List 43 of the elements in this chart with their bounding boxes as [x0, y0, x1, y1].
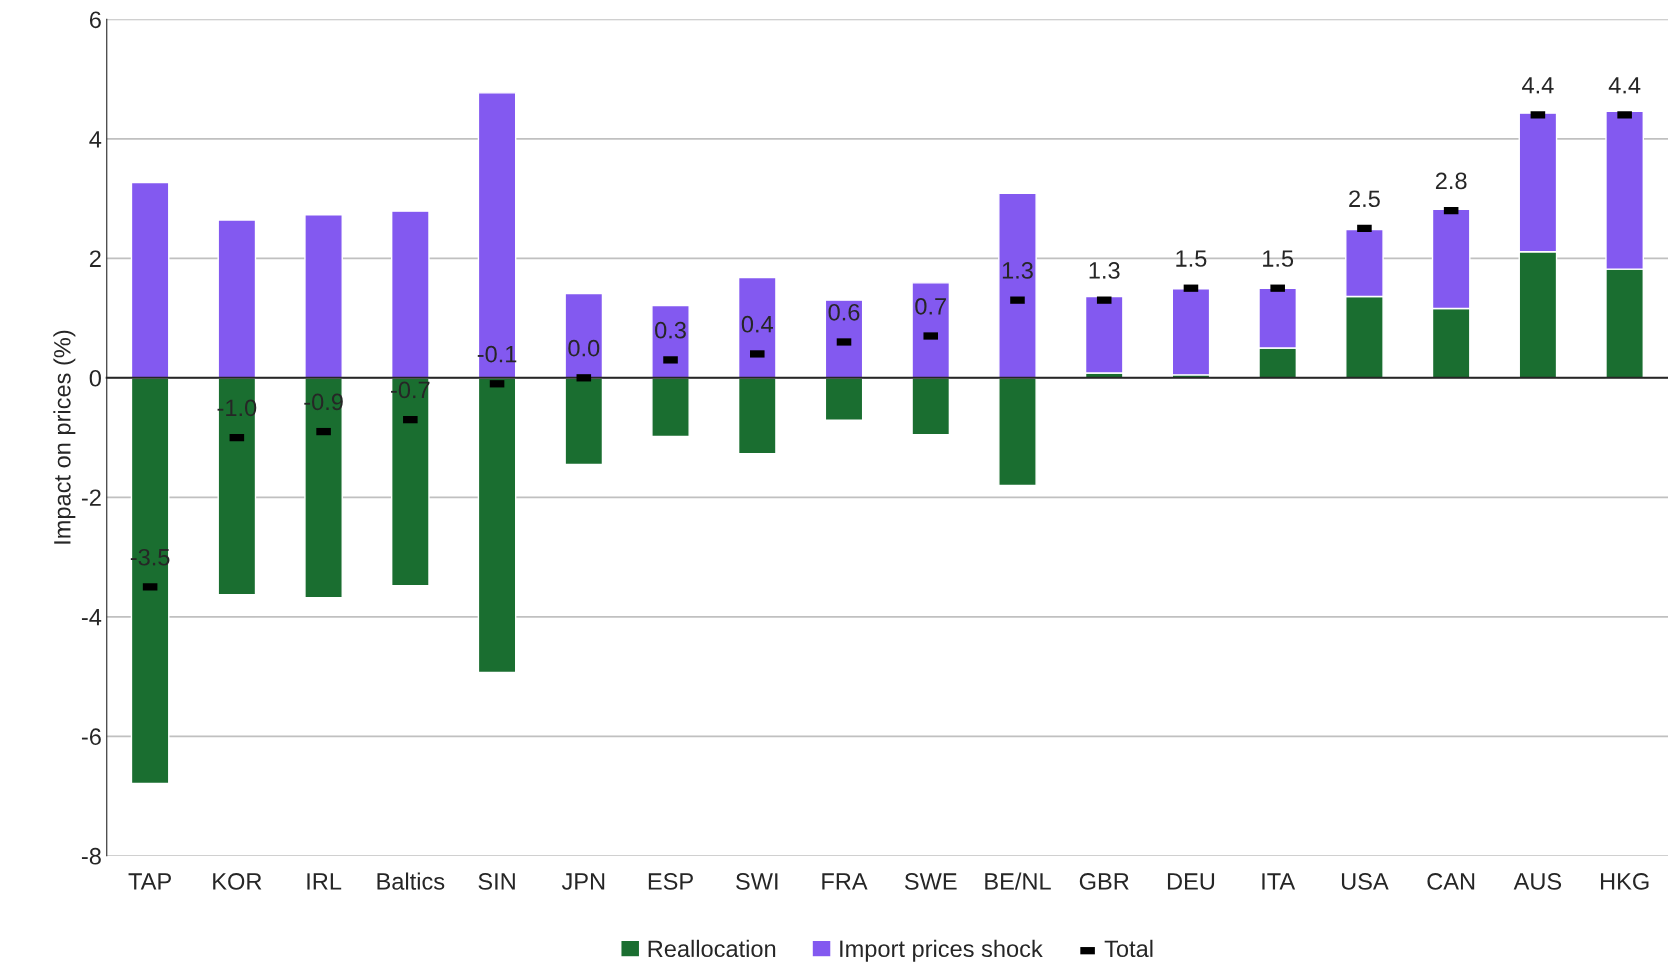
x-tick-label: HKG: [1600, 873, 1649, 890]
legend-label: Reallocation: [648, 939, 776, 958]
x-tick-label: CAN: [1427, 873, 1475, 890]
x-tick-label: IRL: [307, 873, 342, 890]
y-tick-label: 0: [89, 369, 101, 387]
x-tick-label: SWE: [904, 873, 957, 890]
y-tick-label: -8: [81, 847, 101, 865]
x-tick-label: DEU: [1167, 873, 1215, 890]
x-tick-label: KOR: [213, 873, 262, 890]
x-tick-label: Baltics: [377, 872, 445, 890]
x-tick-label: SIN: [478, 873, 515, 890]
data-label: 1.3: [1002, 262, 1033, 279]
data-label: 4.4: [1608, 77, 1641, 94]
x-tick-label: USA: [1341, 873, 1389, 890]
x-tick-label: BE/NL: [985, 872, 1051, 890]
y-tick-label: -4: [81, 609, 102, 626]
x-tick-label: TAP: [128, 873, 171, 890]
data-label: 2.8: [1435, 172, 1467, 190]
x-tick-label: FRA: [822, 873, 868, 890]
data-label: 0.6: [828, 303, 860, 321]
data-label: 1.5: [1176, 250, 1207, 267]
data-label: 0.0: [568, 339, 600, 357]
data-label: 1.3: [1089, 262, 1120, 279]
x-tick-label: ITA: [1262, 873, 1296, 890]
data-label: 4.4: [1522, 77, 1554, 94]
y-tick-label: 4: [89, 131, 102, 148]
y-tick-label: -6: [81, 728, 101, 746]
legend-label: Import prices shock: [840, 939, 1043, 962]
legend-label: Total: [1104, 939, 1153, 958]
data-label: 1.5: [1263, 250, 1294, 267]
data-label: 2.5: [1349, 190, 1380, 208]
x-tick-label: SWI: [736, 873, 778, 890]
data-label: 0.7: [915, 297, 946, 315]
x-tick-label: ESP: [648, 873, 693, 890]
data-label: 0.4: [741, 315, 773, 333]
x-tick-label: GBR: [1079, 873, 1129, 890]
x-tick-label: JPN: [561, 873, 605, 890]
y-axis-title: Impact on prices (%): [53, 330, 76, 544]
y-tick-label: -2: [81, 489, 101, 506]
data-label: 0.3: [655, 321, 686, 339]
y-tick-label: 2: [89, 250, 101, 267]
x-tick-label: AUS: [1513, 873, 1562, 890]
y-tick-label: 6: [89, 11, 101, 29]
